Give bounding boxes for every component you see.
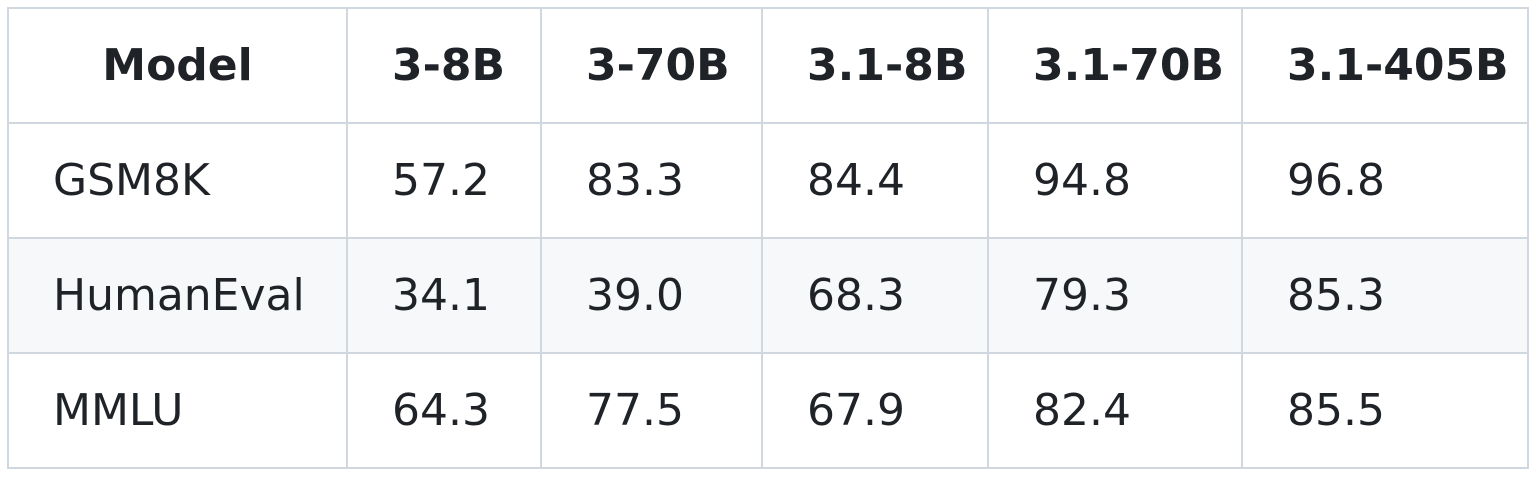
benchmark-table: Model 3-8B 3-70B 3.1-8B 3.1-70B 3.1-405B…	[7, 7, 1529, 469]
header-3-1-8b: 3.1-8B	[761, 7, 989, 124]
table-cell: 79.3	[987, 237, 1243, 354]
header-3-8b: 3-8B	[346, 7, 542, 124]
table-row: MMLU 64.3 77.5 67.9 82.4 85.5	[7, 352, 1529, 469]
table-cell: 85.5	[1241, 352, 1529, 469]
table-header: Model 3-8B 3-70B 3.1-8B 3.1-70B 3.1-405B	[7, 7, 1529, 124]
table-cell: 39.0	[540, 237, 763, 354]
table-cell: 64.3	[346, 352, 542, 469]
table-cell: 57.2	[346, 122, 542, 239]
table-cell: 77.5	[540, 352, 763, 469]
table-cell: 83.3	[540, 122, 763, 239]
table-cell: 96.8	[1241, 122, 1529, 239]
table-row: HumanEval 34.1 39.0 68.3 79.3 85.3	[7, 237, 1529, 354]
table-cell: 85.3	[1241, 237, 1529, 354]
header-row: Model 3-8B 3-70B 3.1-8B 3.1-70B 3.1-405B	[7, 7, 1529, 124]
table-row: GSM8K 57.2 83.3 84.4 94.8 96.8	[7, 122, 1529, 239]
header-3-1-70b: 3.1-70B	[987, 7, 1243, 124]
table-cell: 34.1	[346, 237, 542, 354]
table-cell: 82.4	[987, 352, 1243, 469]
header-model: Model	[7, 7, 348, 124]
row-metric-label: MMLU	[7, 352, 348, 469]
header-3-70b: 3-70B	[540, 7, 763, 124]
table-cell: 68.3	[761, 237, 989, 354]
table-body: GSM8K 57.2 83.3 84.4 94.8 96.8 HumanEval…	[7, 122, 1529, 469]
row-metric-label: HumanEval	[7, 237, 348, 354]
table-cell: 84.4	[761, 122, 989, 239]
table-cell: 94.8	[987, 122, 1243, 239]
row-metric-label: GSM8K	[7, 122, 348, 239]
header-3-1-405b: 3.1-405B	[1241, 7, 1529, 124]
table-cell: 67.9	[761, 352, 989, 469]
